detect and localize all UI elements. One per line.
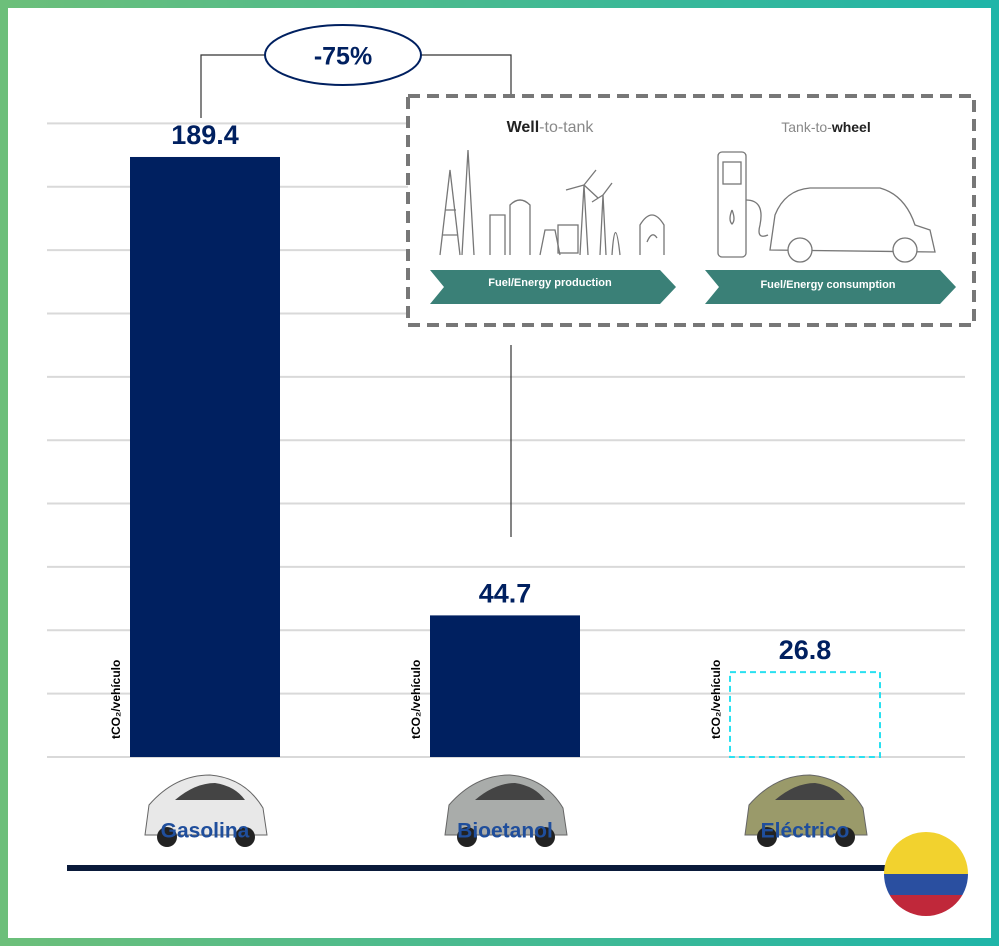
car-body [744, 774, 868, 836]
wheel [235, 827, 255, 847]
car-window [175, 783, 245, 800]
unit-label: tCO₂/vehículo [709, 660, 723, 739]
bar [430, 615, 580, 757]
car-body [144, 774, 268, 836]
annotation-ellipse [264, 24, 422, 86]
unit-label: tCO₂/vehículo [409, 660, 423, 739]
x-tick-label: Gasolina [161, 820, 250, 843]
inset-left-bold: Well [507, 119, 540, 136]
inset-left-banner: Fuel/Energy production [488, 277, 612, 289]
inset-right-rest: Tank-to- [781, 119, 832, 135]
car [144, 774, 268, 847]
wheel [835, 827, 855, 847]
inset-right-banner: Fuel/Energy consumption [760, 279, 895, 291]
wheel [757, 827, 777, 847]
inset-right-title: Tank-to-wheel [781, 119, 870, 135]
inset-left-rest: -to-tank [539, 119, 594, 136]
car [744, 774, 868, 847]
car-window [475, 783, 545, 800]
inset-left-title: Well-to-tank [507, 119, 595, 136]
inset-right-bold: wheel [831, 119, 871, 135]
inset-icons [439, 149, 936, 263]
flag [884, 832, 968, 916]
x-tick-label: Bioetanol [457, 820, 553, 843]
value-label: 44.7 [479, 579, 532, 609]
x-tick-label: Eléctrico [761, 820, 850, 843]
car-body [444, 774, 568, 836]
car-window [775, 783, 845, 800]
cars [144, 774, 868, 847]
wheel [535, 827, 555, 847]
bars [130, 156, 881, 758]
wheel [457, 827, 477, 847]
value-label: 26.8 [779, 635, 832, 665]
bar [729, 671, 881, 758]
car [444, 774, 568, 847]
labels: 189.4 tCO₂/vehículo Gasolina 44.7 tCO₂/vehíc… [109, 120, 849, 842]
wheel [157, 827, 177, 847]
bracket [200, 54, 512, 537]
inset: Well-to-tank Tank-to-wheel Fuel/Energy p… [406, 94, 976, 327]
bar [130, 156, 280, 757]
annotation: -75% [314, 43, 372, 71]
value-label: 189.4 [171, 120, 239, 150]
unit-label: tCO₂/vehículo [109, 660, 123, 739]
